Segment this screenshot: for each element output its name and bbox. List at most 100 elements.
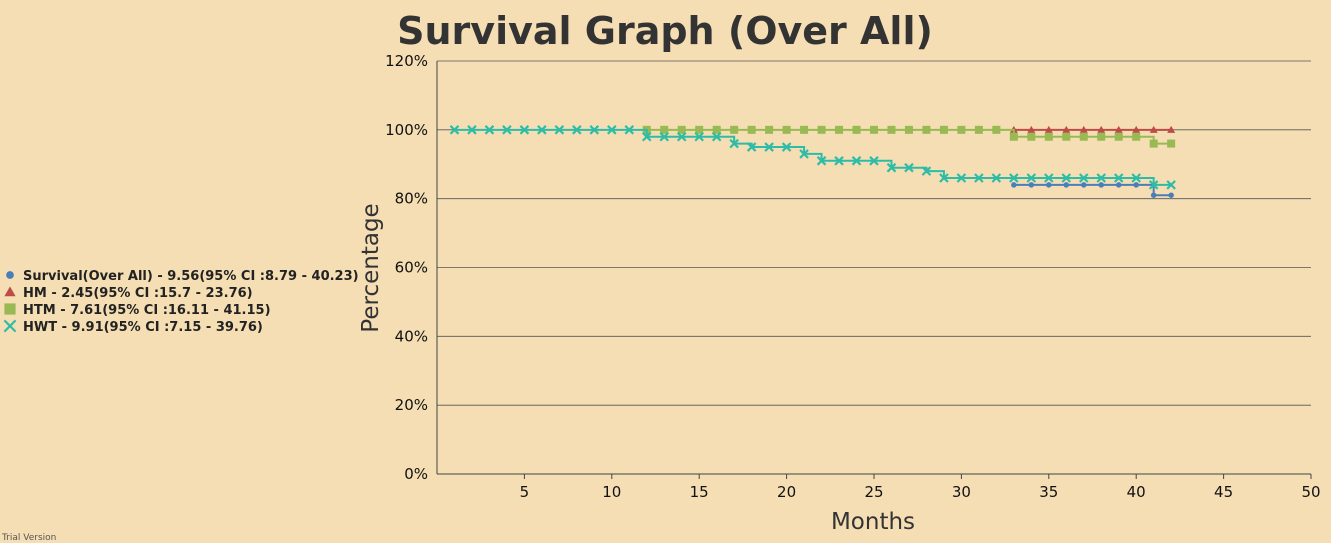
data-point <box>799 149 809 159</box>
data-point-stroke <box>974 173 984 183</box>
data-point <box>974 125 983 134</box>
data-point <box>747 125 756 134</box>
data-point <box>817 125 826 134</box>
data-point-stroke <box>746 142 757 152</box>
y-tick-label: 40% <box>395 327 428 345</box>
data-point <box>1063 182 1070 188</box>
data-point-stroke <box>729 138 739 149</box>
x-tick-label: 10 <box>602 483 621 501</box>
legend-item: HTM - 7.61(95% CI :16.11 - 41.15) <box>4 303 271 318</box>
x-axis-title: Months <box>831 509 915 535</box>
series-line <box>1013 183 1172 197</box>
data-point-stroke <box>554 125 565 135</box>
legend-marker <box>3 319 17 333</box>
data-point <box>1113 173 1124 183</box>
data-point-stroke <box>1009 173 1019 183</box>
data-point <box>904 125 913 134</box>
data-point-stroke <box>1113 173 1124 183</box>
legend-item: HWT - 9.91(95% CI :7.15 - 39.76) <box>3 319 263 335</box>
data-point <box>694 131 704 142</box>
legend-item: HM - 2.45(95% CI :15.7 - 23.76) <box>4 286 253 301</box>
data-point <box>1131 173 1141 183</box>
x-tick-label: 20 <box>777 483 796 501</box>
data-point <box>1167 139 1176 148</box>
axes: 0% 20% 40% 60% 80% 100% 120% 5 10 15 20 25 30 35 40 45 5… <box>385 52 1320 501</box>
data-point-stroke <box>764 142 774 152</box>
data-point <box>624 125 635 135</box>
data-point <box>1027 132 1036 141</box>
data-point-stroke <box>537 125 547 135</box>
x-tick-label: 25 <box>864 483 883 501</box>
data-point <box>1062 132 1071 141</box>
x-tick-label: 5 <box>520 483 530 501</box>
data-point-stroke <box>799 149 809 159</box>
data-point-stroke <box>939 173 949 183</box>
data-point <box>992 125 1001 134</box>
data-point-stroke <box>886 162 897 173</box>
data-point <box>904 162 914 173</box>
data-point-stroke <box>502 125 512 135</box>
data-point <box>484 125 495 135</box>
data-point-stroke <box>467 125 477 135</box>
data-point <box>870 125 878 134</box>
legend-marker-stroke <box>3 319 17 333</box>
legend-label: HM - 2.45(95% CI :15.7 - 23.76) <box>23 286 253 301</box>
legend: Survival(Over All) - 9.56(95% CI :8.79 -… <box>3 269 359 335</box>
x-tick-label: 15 <box>690 483 709 501</box>
data-point <box>1098 182 1104 188</box>
legend-marker <box>4 286 16 297</box>
data-point <box>730 125 739 134</box>
x-tick-label: 35 <box>1039 483 1058 501</box>
data-point <box>974 173 984 183</box>
data-point <box>1150 192 1157 198</box>
data-point <box>1149 125 1158 133</box>
x-tick-label: 45 <box>1214 483 1233 501</box>
legend-item: Survival(Over All) - 9.56(95% CI :8.79 -… <box>6 269 359 284</box>
data-point <box>695 125 704 134</box>
data-point <box>641 131 652 142</box>
data-point <box>1079 132 1088 141</box>
data-point <box>729 138 739 149</box>
y-tick-label: 0% <box>404 465 428 483</box>
data-point <box>956 173 967 183</box>
data-point-stroke <box>449 125 460 135</box>
data-point <box>554 125 565 135</box>
data-point-stroke <box>781 142 792 152</box>
data-point <box>677 125 686 134</box>
data-point <box>1061 173 1072 183</box>
data-point <box>939 173 949 183</box>
data-point <box>1027 125 1036 133</box>
y-tick-label: 120% <box>385 52 428 70</box>
data-point-stroke <box>1096 173 1107 183</box>
data-point <box>746 142 757 152</box>
data-point <box>886 162 897 173</box>
data-point-stroke <box>624 125 635 135</box>
data-point-stroke <box>1078 173 1089 183</box>
data-point-stroke <box>1061 173 1072 183</box>
data-point <box>939 125 948 134</box>
y-tick-label: 60% <box>395 259 428 277</box>
data-point-stroke <box>589 125 600 135</box>
data-point <box>852 125 861 134</box>
data-point-stroke <box>921 166 932 176</box>
data-point-stroke <box>676 131 687 142</box>
data-point-stroke <box>991 173 1002 183</box>
data-point-stroke <box>607 125 617 135</box>
legend-marker <box>6 271 14 279</box>
x-tick-label: 50 <box>1301 483 1320 501</box>
data-point-stroke <box>869 156 879 166</box>
data-point <box>1115 182 1122 188</box>
data-point <box>1044 173 1054 183</box>
data-point <box>589 125 600 135</box>
data-point-stroke <box>1148 180 1159 190</box>
series-1 <box>1009 125 1176 133</box>
series-3 <box>449 125 1176 190</box>
data-point-stroke <box>572 125 582 135</box>
data-point <box>1133 182 1139 188</box>
data-point <box>887 125 896 134</box>
gridlines <box>437 60 1311 406</box>
data-point-stroke <box>1131 173 1141 183</box>
data-point <box>834 156 844 166</box>
x-tick-label: 40 <box>1127 483 1146 501</box>
